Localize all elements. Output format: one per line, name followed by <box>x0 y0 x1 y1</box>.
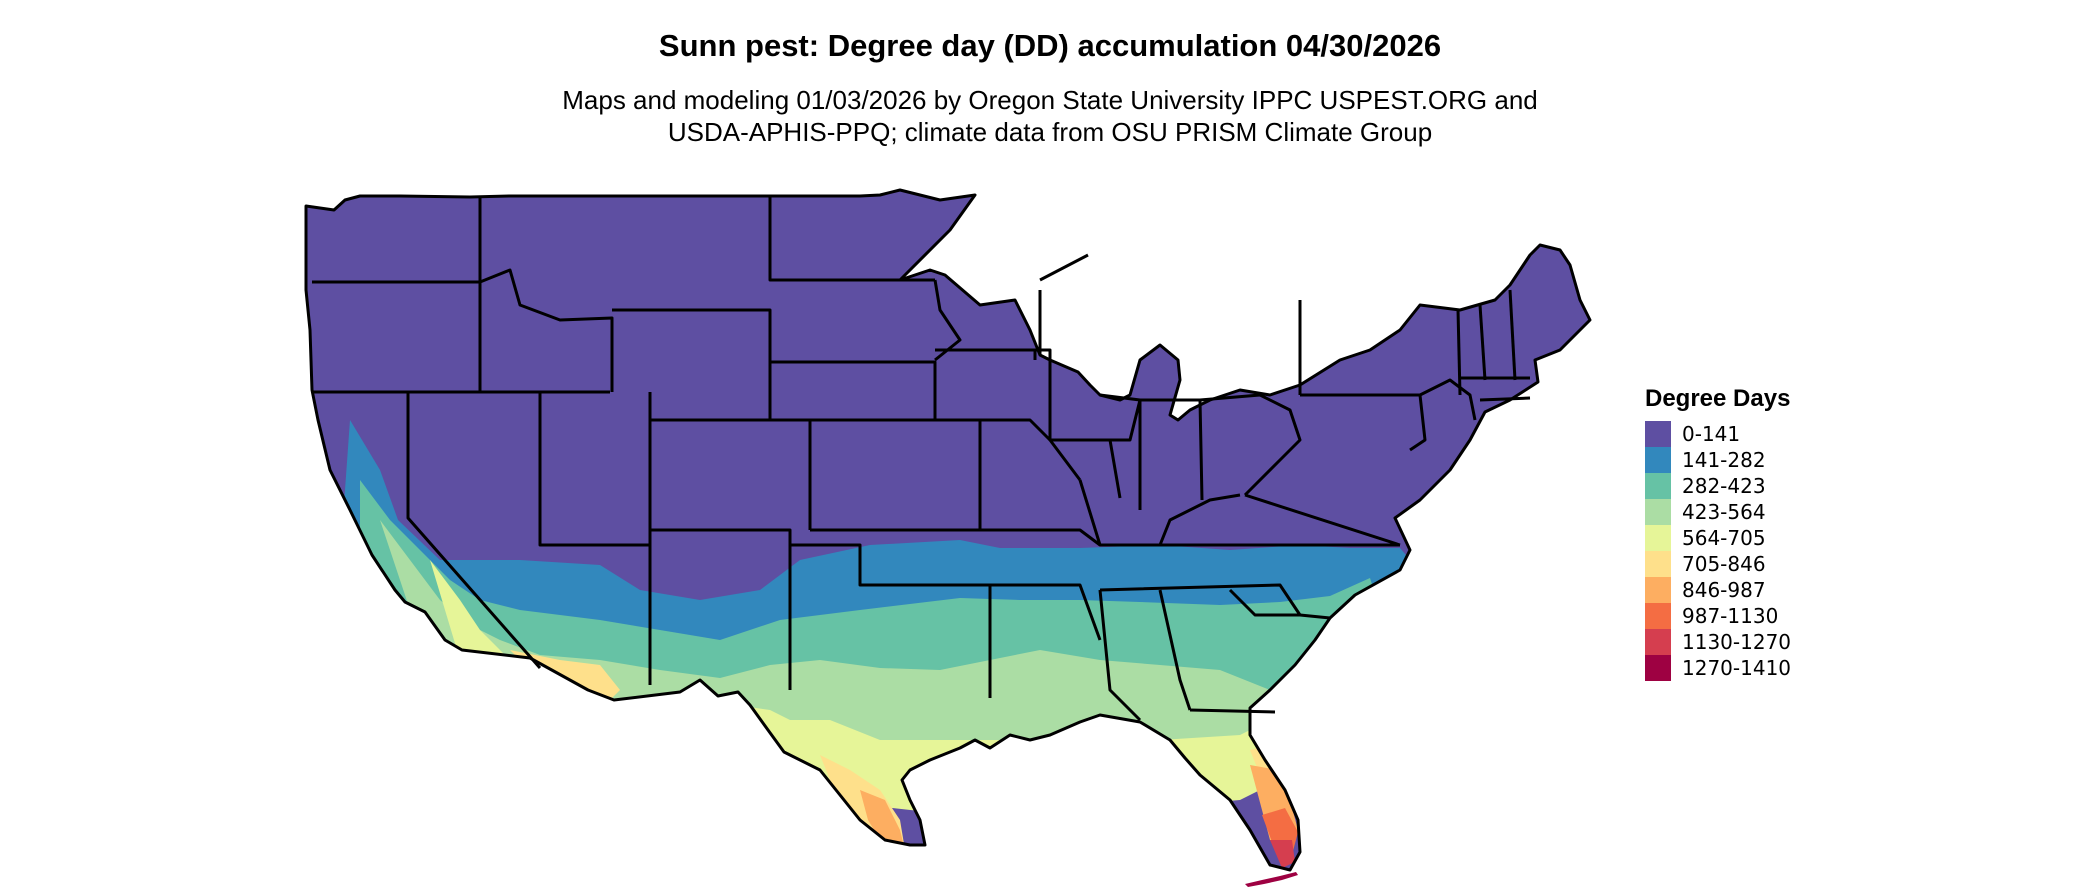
legend-item: 846-987 <box>1645 577 1791 603</box>
legend-swatch <box>1645 655 1671 681</box>
map-title: Sunn pest: Degree day (DD) accumulation … <box>658 28 1442 63</box>
legend-item: 0-141 <box>1645 421 1791 447</box>
subtitle-line-2: USDA-APHIS-PPQ; climate data from OSU PR… <box>667 117 1433 147</box>
legend-label: 846-987 <box>1682 578 1766 602</box>
legend-label: 423-564 <box>1682 500 1766 524</box>
legend-label: 1270-1410 <box>1682 656 1792 680</box>
legend-label: 0-141 <box>1682 422 1741 446</box>
legend-swatch <box>1645 577 1671 603</box>
subtitle-line-1: Maps and modeling 01/03/2026 by Oregon S… <box>562 85 1538 115</box>
legend-swatch <box>1645 473 1671 499</box>
degree-days-legend: Degree Days 0-141 141-282 282-423 423-564 56… <box>1645 385 1791 681</box>
legend-swatch <box>1645 447 1671 473</box>
legend-label: 141-282 <box>1682 448 1766 472</box>
legend-item: 705-846 <box>1645 551 1791 577</box>
legend-item: 987-1130 <box>1645 603 1791 629</box>
legend-item: 564-705 <box>1645 525 1791 551</box>
legend-item: 1130-1270 <box>1645 629 1791 655</box>
legend-item: 141-282 <box>1645 447 1791 473</box>
legend-label: 987-1130 <box>1682 604 1779 628</box>
legend-title: Degree Days <box>1645 385 1791 412</box>
legend-swatch <box>1645 551 1671 577</box>
legend-item: 282-423 <box>1645 473 1791 499</box>
legend-swatch <box>1645 629 1671 655</box>
legend-label: 705-846 <box>1682 552 1766 576</box>
legend-items: 0-141 141-282 282-423 423-564 564-705 705-846… <box>1645 421 1791 681</box>
us-degree-day-map <box>304 188 1592 887</box>
legend-swatch <box>1645 603 1671 629</box>
map-subtitle: Maps and modeling 01/03/2026 by Oregon S… <box>0 84 2100 148</box>
legend-label: 1130-1270 <box>1682 630 1792 654</box>
legend-item: 423-564 <box>1645 499 1791 525</box>
legend-swatch <box>1645 525 1671 551</box>
legend-label: 282-423 <box>1682 474 1766 498</box>
legend-swatch <box>1645 421 1671 447</box>
legend-item: 1270-1410 <box>1645 655 1791 681</box>
legend-swatch <box>1645 499 1671 525</box>
legend-label: 564-705 <box>1682 526 1766 550</box>
